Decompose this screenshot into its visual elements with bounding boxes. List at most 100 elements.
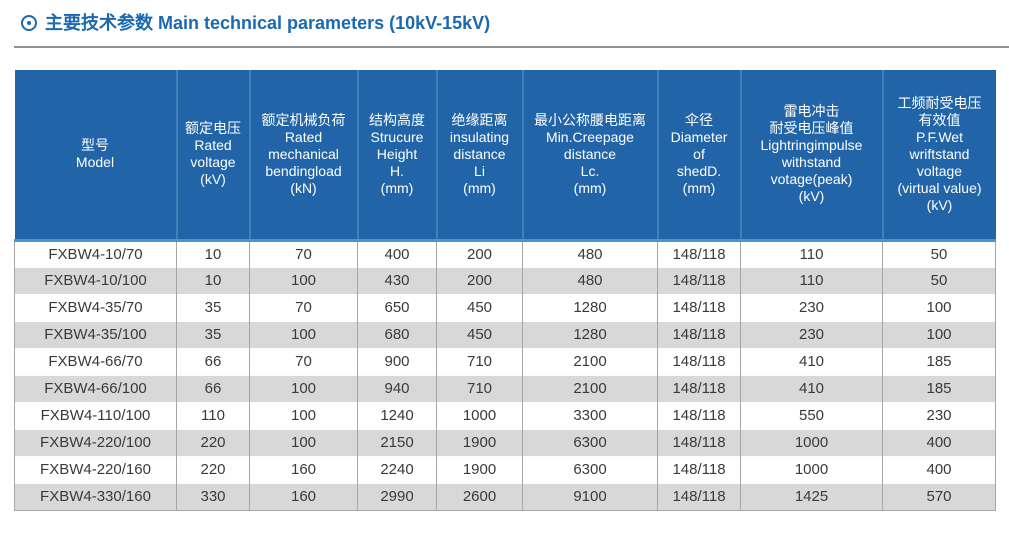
table-row: FXBW4-35/100 35 100 680 450 1280 148/118 230 100 <box>14 320 996 348</box>
cell-shed-diameter: 148/118 <box>657 266 741 294</box>
column-header-insulating-distance: 绝缘距离 insulating distance Li (mm) <box>435 70 523 242</box>
cell-lightning-impulse-withstand: 230 <box>740 293 883 321</box>
cell-shed-diameter: 148/118 <box>657 239 741 267</box>
cell-lightning-impulse-withstand: 550 <box>740 401 883 429</box>
cell-rated-voltage: 220 <box>176 455 250 483</box>
cell-shed-diameter: 148/118 <box>657 347 741 375</box>
cell-lightning-impulse-withstand: 110 <box>740 239 883 267</box>
table-header: 型号 Model 额定电压 Rated voltage (kV) 额定机械负荷 Rated me… <box>14 70 996 242</box>
column-header-model: 型号 Model <box>14 70 177 242</box>
cell-power-frequency-withstand: 50 <box>882 239 996 267</box>
column-header-lightning-impulse-withstand: 雷电冲击 耐受电压峰值 Lightringimpulse withstand votag… <box>739 70 883 242</box>
cell-shed-diameter: 148/118 <box>657 374 741 402</box>
cell-model: FXBW4-66/100 <box>14 374 177 402</box>
cell-shed-diameter: 148/118 <box>657 401 741 429</box>
cell-lightning-impulse-withstand: 1000 <box>740 455 883 483</box>
cell-insulating-distance: 200 <box>436 239 523 267</box>
cell-shed-diameter: 148/118 <box>657 293 741 321</box>
cell-insulating-distance: 1000 <box>436 401 523 429</box>
cell-power-frequency-withstand: 570 <box>882 482 996 511</box>
cell-insulating-distance: 1900 <box>436 428 523 456</box>
cell-power-frequency-withstand: 185 <box>882 347 996 375</box>
cell-shed-diameter: 148/118 <box>657 455 741 483</box>
table-row: FXBW4-10/70 10 70 400 200 480 148/118 110 50 <box>14 239 996 267</box>
cell-rated-mechanical-bendingload: 70 <box>249 347 358 375</box>
cell-structure-height: 900 <box>357 347 437 375</box>
table-row: FXBW4-330/160 330 160 2990 2600 9100 148/118 14… <box>14 482 996 511</box>
cell-structure-height: 940 <box>357 374 437 402</box>
cell-structure-height: 650 <box>357 293 437 321</box>
table-row: FXBW4-66/70 66 70 900 710 2100 148/118 410 185 <box>14 347 996 375</box>
cell-power-frequency-withstand: 400 <box>882 455 996 483</box>
cell-lightning-impulse-withstand: 230 <box>740 320 883 348</box>
cell-rated-voltage: 66 <box>176 347 250 375</box>
cell-structure-height: 680 <box>357 320 437 348</box>
cell-power-frequency-withstand: 400 <box>882 428 996 456</box>
cell-min-creepage-distance: 2100 <box>522 347 658 375</box>
cell-insulating-distance: 200 <box>436 266 523 294</box>
cell-model: FXBW4-330/160 <box>14 482 177 511</box>
cell-min-creepage-distance: 6300 <box>522 455 658 483</box>
cell-min-creepage-distance: 1280 <box>522 293 658 321</box>
table-row: FXBW4-110/100 110 100 1240 1000 3300 148/118 55… <box>14 401 996 429</box>
cell-power-frequency-withstand: 230 <box>882 401 996 429</box>
cell-structure-height: 2990 <box>357 482 437 511</box>
cell-model: FXBW4-220/100 <box>14 428 177 456</box>
cell-min-creepage-distance: 9100 <box>522 482 658 511</box>
cell-insulating-distance: 2600 <box>436 482 523 511</box>
cell-structure-height: 430 <box>357 266 437 294</box>
cell-min-creepage-distance: 1280 <box>522 320 658 348</box>
cell-structure-height: 400 <box>357 239 437 267</box>
cell-lightning-impulse-withstand: 410 <box>740 347 883 375</box>
cell-power-frequency-withstand: 185 <box>882 374 996 402</box>
table-row: FXBW4-220/160 220 160 2240 1900 6300 148/118 10… <box>14 455 996 483</box>
cell-rated-voltage: 330 <box>176 482 250 511</box>
cell-model: FXBW4-35/70 <box>14 293 177 321</box>
cell-insulating-distance: 450 <box>436 320 523 348</box>
cell-lightning-impulse-withstand: 1000 <box>740 428 883 456</box>
cell-power-frequency-withstand: 100 <box>882 320 996 348</box>
cell-shed-diameter: 148/118 <box>657 428 741 456</box>
column-header-power-frequency-withstand: 工频耐受电压 有效值 P.F.Wet wriftstand voltage (virtua… <box>881 70 996 242</box>
cell-model: FXBW4-10/70 <box>14 239 177 267</box>
cell-min-creepage-distance: 3300 <box>522 401 658 429</box>
cell-rated-mechanical-bendingload: 100 <box>249 374 358 402</box>
cell-model: FXBW4-220/160 <box>14 455 177 483</box>
cell-rated-mechanical-bendingload: 100 <box>249 320 358 348</box>
cell-model: FXBW4-66/70 <box>14 347 177 375</box>
cell-rated-mechanical-bendingload: 160 <box>249 455 358 483</box>
title-divider <box>14 46 1009 48</box>
cell-rated-voltage: 35 <box>176 320 250 348</box>
cell-insulating-distance: 710 <box>436 347 523 375</box>
column-header-rated-voltage: 额定电压 Rated voltage (kV) <box>175 70 250 242</box>
cell-power-frequency-withstand: 50 <box>882 266 996 294</box>
cell-shed-diameter: 148/118 <box>657 320 741 348</box>
column-header-min-creepage-distance: 最小公称腰电距离 Min.Creepage distance Lc. (mm) <box>521 70 658 242</box>
column-header-rated-mechanical-bendingload: 额定机械负荷 Rated mechanical bendingload (kN) <box>248 70 358 242</box>
table-body: FXBW4-10/70 10 70 400 200 480 148/118 110 50 FXBW… <box>14 239 996 511</box>
table-row: FXBW4-220/100 220 100 2150 1900 6300 148/118 10… <box>14 428 996 456</box>
cell-min-creepage-distance: 6300 <box>522 428 658 456</box>
cell-min-creepage-distance: 480 <box>522 266 658 294</box>
cell-min-creepage-distance: 2100 <box>522 374 658 402</box>
cell-rated-voltage: 220 <box>176 428 250 456</box>
table-header-row: 型号 Model 额定电压 Rated voltage (kV) 额定机械负荷 Rated me… <box>14 70 996 242</box>
column-header-structure-height: 结构高度 Strucure Height H. (mm) <box>356 70 437 242</box>
table-row: FXBW4-35/70 35 70 650 450 1280 148/118 230 100 <box>14 293 996 321</box>
cell-rated-voltage: 66 <box>176 374 250 402</box>
cell-rated-mechanical-bendingload: 100 <box>249 266 358 294</box>
cell-rated-voltage: 35 <box>176 293 250 321</box>
page-title: 主要技术参数 Main technical parameters (10kV-1… <box>45 13 491 33</box>
cell-rated-mechanical-bendingload: 100 <box>249 401 358 429</box>
cell-rated-mechanical-bendingload: 70 <box>249 239 358 267</box>
table-row: FXBW4-10/100 10 100 430 200 480 148/118 110 50 <box>14 266 996 294</box>
cell-insulating-distance: 1900 <box>436 455 523 483</box>
cell-model: FXBW4-110/100 <box>14 401 177 429</box>
cell-min-creepage-distance: 480 <box>522 239 658 267</box>
cell-lightning-impulse-withstand: 110 <box>740 266 883 294</box>
cell-lightning-impulse-withstand: 1425 <box>740 482 883 511</box>
cell-rated-mechanical-bendingload: 160 <box>249 482 358 511</box>
cell-power-frequency-withstand: 100 <box>882 293 996 321</box>
cell-rated-voltage: 110 <box>176 401 250 429</box>
